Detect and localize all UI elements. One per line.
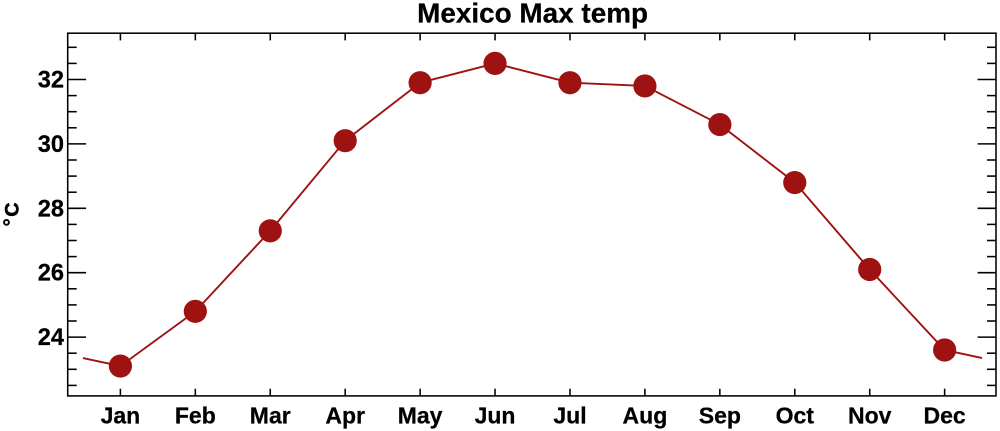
- svg-text:Aug: Aug: [623, 403, 668, 429]
- svg-text:Feb: Feb: [175, 403, 216, 429]
- svg-text:C: C: [2, 203, 24, 217]
- svg-text:May: May: [398, 403, 443, 429]
- svg-text:Jun: Jun: [475, 403, 516, 429]
- svg-text:26: 26: [38, 261, 64, 287]
- svg-text:24: 24: [38, 325, 64, 351]
- svg-text:Jan: Jan: [101, 403, 141, 429]
- svg-text:32: 32: [38, 68, 64, 94]
- svg-text:Dec: Dec: [924, 403, 966, 429]
- svg-text:Nov: Nov: [848, 403, 892, 429]
- svg-text:Apr: Apr: [325, 403, 365, 429]
- svg-text:Oct: Oct: [776, 403, 815, 429]
- svg-text:30: 30: [38, 132, 64, 158]
- svg-text:28: 28: [38, 196, 64, 222]
- svg-text:Sep: Sep: [699, 403, 741, 429]
- svg-text:Jul: Jul: [553, 403, 586, 429]
- svg-text:Mar: Mar: [250, 403, 291, 429]
- svg-text:Mexico Max temp: Mexico Max temp: [417, 0, 648, 28]
